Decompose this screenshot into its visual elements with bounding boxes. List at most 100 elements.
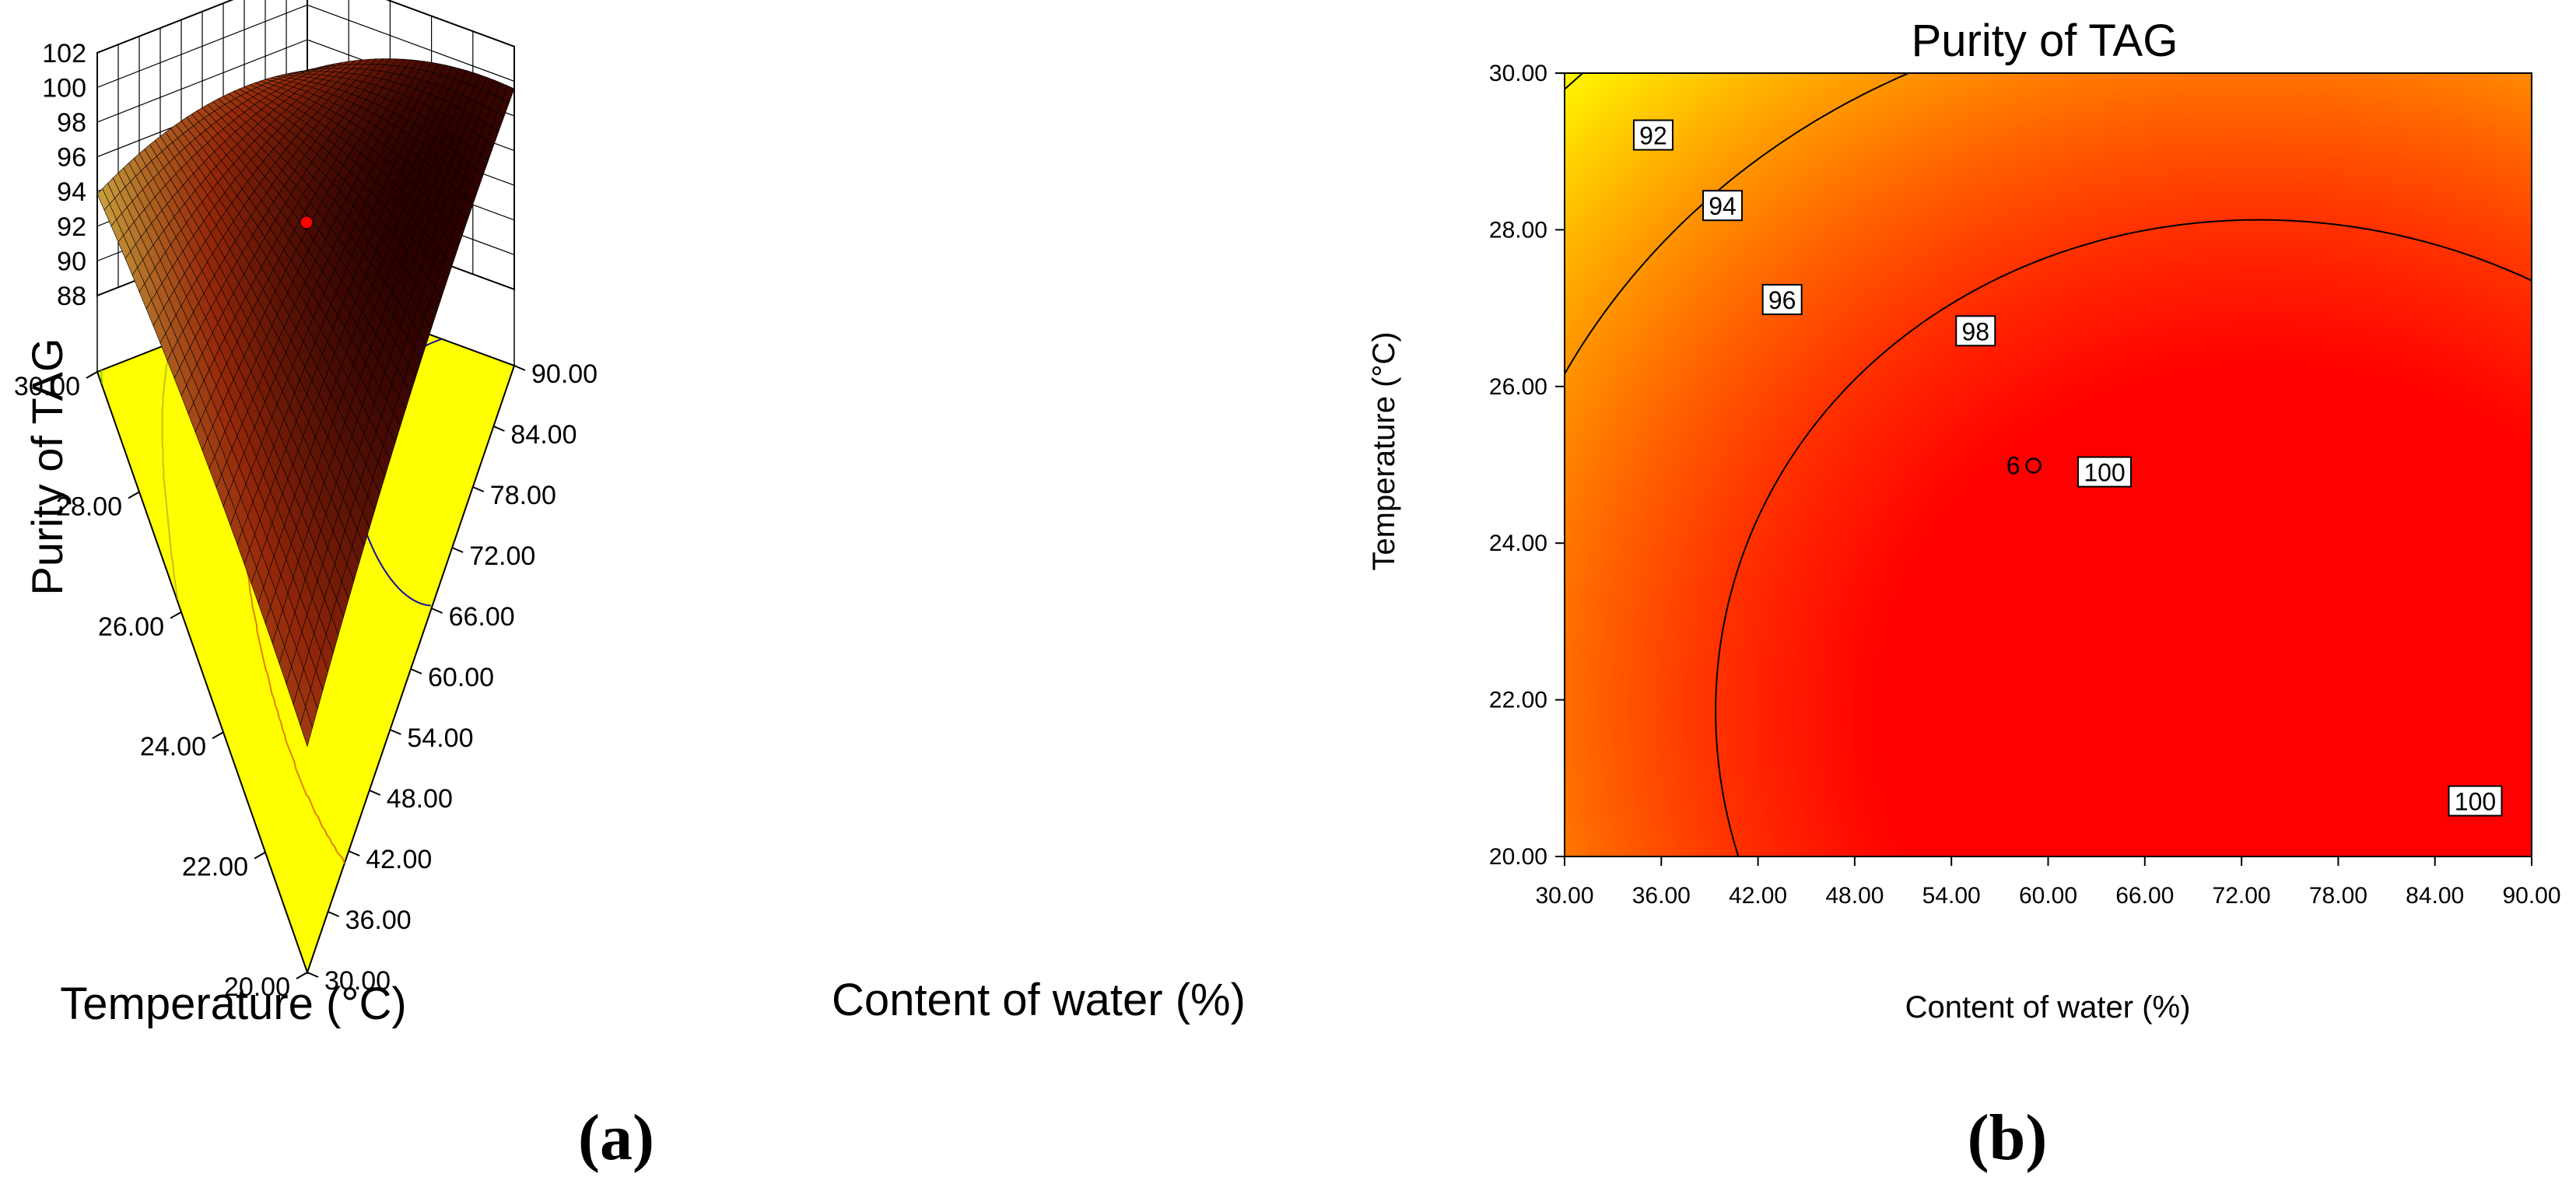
contour-label-text: 100 <box>2084 459 2125 487</box>
contour-chart-title: Purity of TAG <box>1912 16 2178 66</box>
contour-level-label: 100 <box>2448 785 2503 817</box>
contour-y-tick-label: 20.00 <box>1489 844 1547 870</box>
x-tick-label: 48.00 <box>387 784 453 814</box>
y-tick-mark <box>170 611 182 619</box>
x-tick-mark <box>369 790 381 796</box>
z-tick-label: 92 <box>57 212 86 242</box>
contour-x-tick-label: 42.00 <box>1729 883 1787 909</box>
z-tick-label: 94 <box>57 177 86 207</box>
contour-y-tick-label: 26.00 <box>1489 374 1547 400</box>
x-axis-label: Content of water (%) <box>832 975 1246 1025</box>
y-tick-label: 28.00 <box>56 492 122 521</box>
z-tick-label: 96 <box>57 143 86 173</box>
x-tick-label: 78.00 <box>490 481 556 510</box>
x-tick-label: 84.00 <box>510 420 577 450</box>
x-tick-label: 30.00 <box>324 966 391 996</box>
floor-contour-line <box>161 342 179 600</box>
y-tick-mark <box>296 972 308 979</box>
contour-y-axis-label: Temperature (°C) <box>1367 331 1401 570</box>
contour-label-text: 96 <box>1768 286 1796 314</box>
contour-design-point-marker <box>2025 457 2042 474</box>
contour-x-axis-label: Content of water (%) <box>1905 990 2191 1025</box>
surface-design-point-marker <box>300 215 314 229</box>
y-tick-label: 22.00 <box>182 853 248 882</box>
x-tick-label: 36.00 <box>345 906 412 935</box>
contour-x-tick-label: 72.00 <box>2213 883 2271 909</box>
contour-label-box <box>1761 284 1803 316</box>
x-tick-label: 90.00 <box>531 359 598 389</box>
contour-y-tick-label: 22.00 <box>1489 688 1547 713</box>
y-tick-label: 26.00 <box>98 612 164 642</box>
contour-x-tick-label: 36.00 <box>1632 883 1691 909</box>
x-tick-mark <box>348 850 360 856</box>
contour-label-box <box>2077 456 2133 488</box>
contour-label-text: 98 <box>1961 317 1989 345</box>
contour-x-tick-label: 54.00 <box>1922 883 1981 909</box>
contour-design-point-label: 6 <box>2006 452 2020 480</box>
y-tick-label: 20.00 <box>224 972 290 1002</box>
panel-label-a: (a) <box>578 1102 654 1174</box>
z-tick-label: 90 <box>57 247 86 276</box>
x-tick-mark <box>451 547 464 553</box>
contour-level-label: 100 <box>2077 456 2133 488</box>
panel-label-b: (b) <box>1968 1102 2048 1174</box>
y-tick-label: 30.00 <box>14 372 80 401</box>
contour-lines <box>1565 73 2532 856</box>
contour-label-text: 94 <box>1709 192 1737 220</box>
z-tick-label: 98 <box>57 108 86 138</box>
x-tick-label: 66.00 <box>449 602 515 632</box>
x-axis-tick-labels: 30.00 36.00 42.00 48.00 54.00 60.00 66.00 72.00… <box>324 359 598 996</box>
contour-x-tick-labels: 30.00 36.00 42.00 48.00 54.00 60.00 66.00 72.00… <box>1535 883 2560 909</box>
z-tick-label: 100 <box>42 73 86 103</box>
contour-y-tick-label: 24.00 <box>1489 531 1547 556</box>
contour-label-box <box>2448 785 2503 817</box>
x-tick-mark <box>513 365 526 371</box>
y-tick-mark <box>128 491 140 499</box>
y-tick-mark <box>254 851 266 860</box>
contour-x-tick-label: 90.00 <box>2502 883 2560 909</box>
floor-contour-line <box>100 370 103 384</box>
contour-label-box <box>1632 119 1674 151</box>
z-axis-label: Purity of TAG <box>23 338 72 596</box>
x-tick-mark <box>328 911 339 917</box>
x-tick-mark <box>472 486 485 492</box>
surface-design-point <box>300 215 314 229</box>
contour-level-label: 94 <box>1702 190 1744 222</box>
contour-label-box <box>1955 315 1996 347</box>
y-axis-tick-labels: 20.00 22.00 24.00 26.00 28.00 30.00 <box>14 372 290 1002</box>
contour-line-96 <box>1565 73 1909 375</box>
contour-chart: Purity of TAG 30.00 36.00 42.00 48.00 54.00 6… <box>1367 16 2561 1174</box>
x-tick-label: 42.00 <box>366 845 432 874</box>
wall-gridline-z <box>96 0 515 54</box>
contour-level-labels: 92 94 96 98 100 100 <box>1632 119 2503 817</box>
surface-cell <box>300 706 313 748</box>
contour-x-tick-label: 30.00 <box>1535 883 1593 909</box>
response-surface <box>96 58 515 748</box>
contour-x-tick-label: 60.00 <box>2019 883 2077 909</box>
contour-level-label: 92 <box>1632 119 1674 151</box>
contour-y-tick-label: 28.00 <box>1489 217 1547 243</box>
y-axis-label: Temperature (°C) <box>60 979 406 1029</box>
contour-level-label: 98 <box>1955 315 1996 347</box>
contour-x-tick-label: 78.00 <box>2309 883 2367 909</box>
contour-label-box <box>1702 190 1744 222</box>
x-tick-label: 54.00 <box>407 723 473 753</box>
x-tick-label: 60.00 <box>428 663 494 692</box>
y-tick-label: 24.00 <box>140 732 206 762</box>
y-tick-mark <box>212 731 224 740</box>
z-tick-label: 102 <box>42 39 86 68</box>
contour-y-tick-labels: 20.00 22.00 24.00 26.00 28.00 30.00 <box>1489 61 1547 870</box>
contour-x-tick-label: 84.00 <box>2406 883 2464 909</box>
contour-design-point: 6 <box>2006 452 2042 480</box>
contour-label-text: 92 <box>1639 122 1667 150</box>
x-tick-mark <box>410 668 422 674</box>
contour-line-98 <box>1715 219 2532 856</box>
x-tick-label: 72.00 <box>469 541 535 571</box>
z-tick-label: 88 <box>57 282 86 311</box>
y-tick-mark <box>86 371 98 379</box>
x-tick-mark <box>431 608 443 614</box>
x-tick-mark <box>390 729 401 735</box>
surface-axis-ticks <box>86 365 526 979</box>
